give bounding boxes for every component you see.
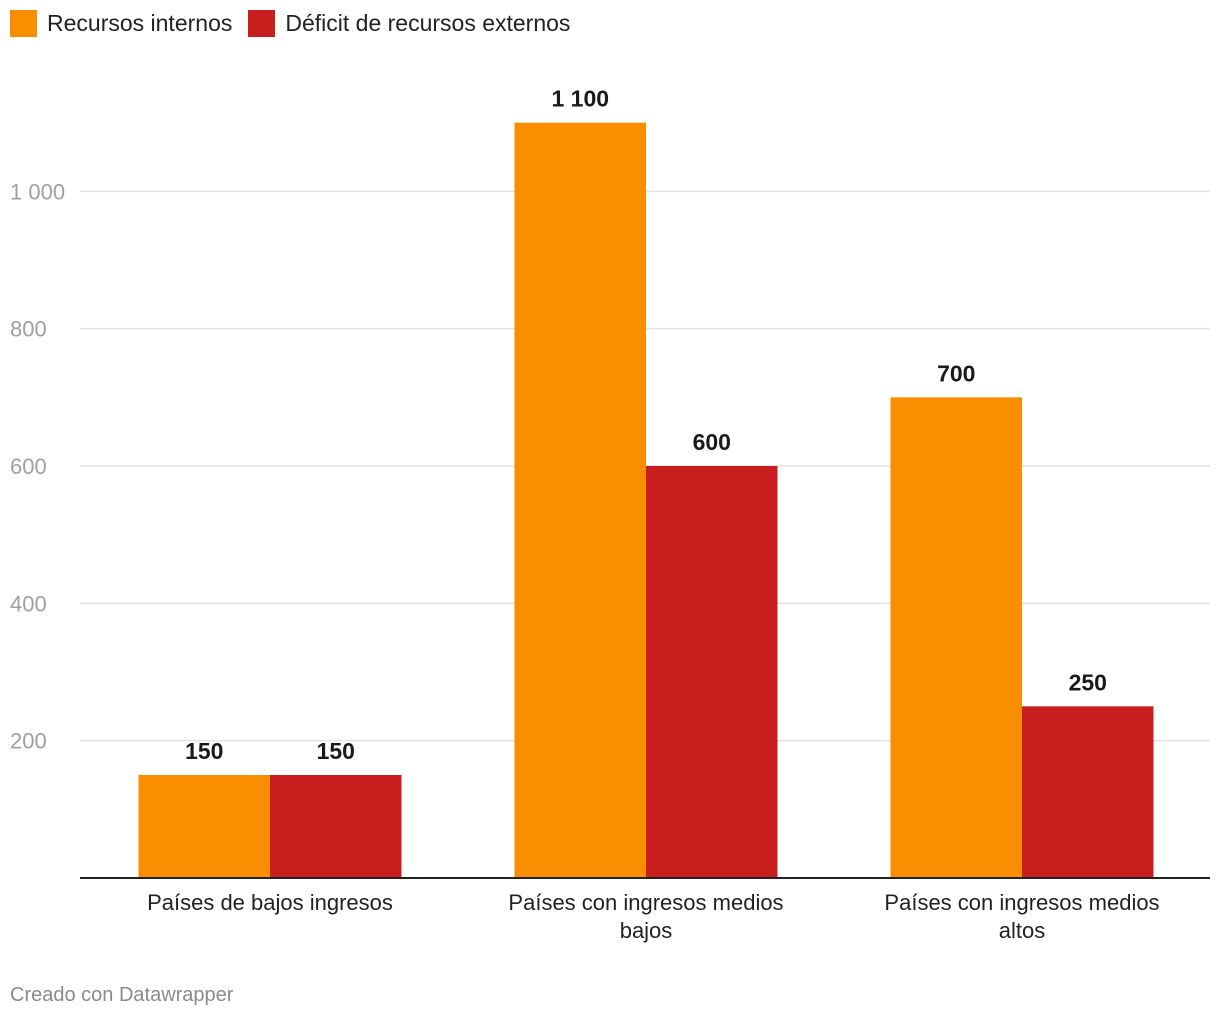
bar <box>514 122 646 878</box>
bar <box>646 466 778 878</box>
legend-label-deficit: Déficit de recursos externos <box>285 10 571 36</box>
data-label: 150 <box>317 738 355 764</box>
legend-swatch-deficit <box>248 10 276 37</box>
x-tick-label: Países con ingresos medios <box>508 890 783 915</box>
y-tick-label: 1 000 <box>10 179 65 204</box>
data-label: 600 <box>693 429 731 455</box>
legend-label-recursos-internos: Recursos internos <box>47 10 233 36</box>
data-label: 150 <box>185 738 223 764</box>
y-tick-label: 400 <box>10 591 47 616</box>
bar <box>890 397 1022 878</box>
y-tick-label: 800 <box>10 317 47 342</box>
y-tick-label: 200 <box>10 729 47 754</box>
data-label: 1 100 <box>551 86 609 112</box>
legend-swatch-recursos-internos <box>10 10 37 37</box>
data-label: 250 <box>1069 669 1107 695</box>
legend-item-recursos-internos: Recursos internos <box>10 10 232 37</box>
credit-text: Creado con Datawrapper <box>10 984 234 1006</box>
legend: Recursos internos Déficit de recursos ex… <box>10 10 570 37</box>
bar <box>1022 706 1154 878</box>
legend-item-deficit: Déficit de recursos externos <box>248 10 570 37</box>
y-tick-label: 600 <box>10 454 47 479</box>
bar <box>270 775 402 878</box>
x-tick-label: Países de bajos ingresos <box>147 890 393 915</box>
x-tick-label: bajos <box>620 918 673 943</box>
x-tick-label: Países con ingresos medios <box>884 890 1159 915</box>
bar <box>138 775 270 878</box>
x-tick-label: altos <box>999 918 1045 943</box>
data-label: 700 <box>937 360 975 386</box>
